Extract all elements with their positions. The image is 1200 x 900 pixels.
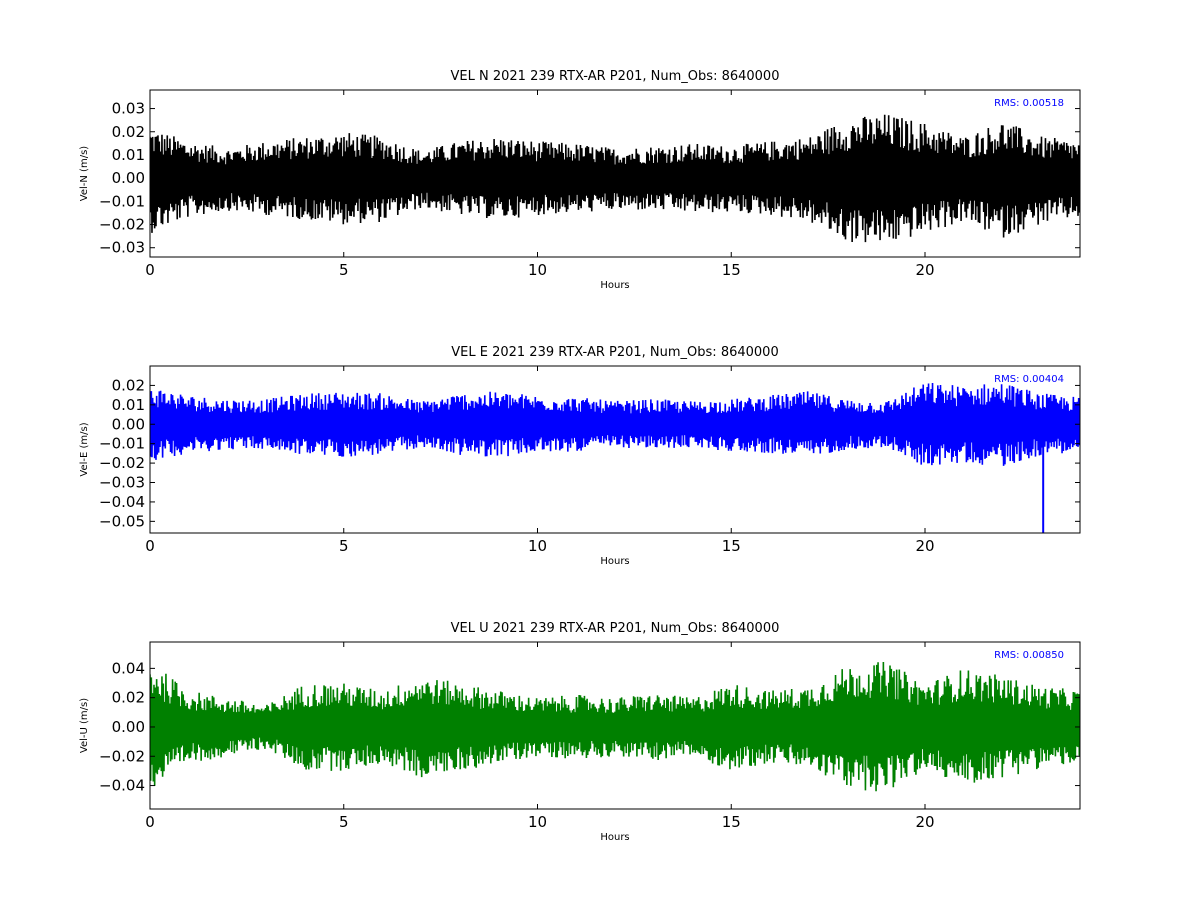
x-tick-label: 20 xyxy=(915,813,934,831)
x-tick-label: 15 xyxy=(722,261,741,279)
y-tick-label: 0.00 xyxy=(112,415,145,433)
x-tick-label: 20 xyxy=(915,261,934,279)
y-tick-label: −0.02 xyxy=(99,454,145,472)
y-tick-label: 0.00 xyxy=(112,718,145,736)
y-axis-label: Vel-N (m/s) xyxy=(79,146,90,201)
y-tick-label: −0.05 xyxy=(99,512,145,530)
x-tick-label: 0 xyxy=(145,261,155,279)
y-tick-label: −0.03 xyxy=(99,474,145,492)
y-tick-label: −0.04 xyxy=(99,777,145,795)
x-tick-label: 10 xyxy=(528,537,547,555)
x-tick-label: 5 xyxy=(339,261,349,279)
y-tick-label: −0.03 xyxy=(99,239,145,257)
rms-annotation: RMS: 0.00404 xyxy=(994,374,1064,385)
y-axis-label: Vel-E (m/s) xyxy=(79,422,90,476)
x-tick-label: 10 xyxy=(528,261,547,279)
series-line-1 xyxy=(150,382,1080,466)
x-tick-label: 5 xyxy=(339,537,349,555)
chart-title: VEL E 2021 239 RTX-AR P201, Num_Obs: 864… xyxy=(451,345,778,360)
y-tick-label: 0.01 xyxy=(112,396,145,414)
x-axis-label: Hours xyxy=(600,280,629,291)
series-line-2 xyxy=(150,661,1080,792)
axes-frame-2 xyxy=(149,641,1081,810)
x-tick-label: 15 xyxy=(722,537,741,555)
x-tick-label: 0 xyxy=(145,813,155,831)
x-tick-label: 15 xyxy=(722,813,741,831)
y-tick-label: −0.01 xyxy=(99,192,145,210)
y-axis-label: Vel-U (m/s) xyxy=(79,698,90,753)
y-tick-label: −0.01 xyxy=(99,435,145,453)
x-axis-label: Hours xyxy=(600,556,629,567)
y-tick-label: 0.03 xyxy=(112,100,145,118)
x-tick-label: 5 xyxy=(339,813,349,831)
x-axis-label: Hours xyxy=(600,832,629,843)
y-tick-label: 0.02 xyxy=(112,689,145,707)
y-tick-label: 0.00 xyxy=(112,169,145,187)
x-tick-label: 20 xyxy=(915,537,934,555)
y-tick-label: −0.02 xyxy=(99,216,145,234)
x-tick-label: 10 xyxy=(528,813,547,831)
rms-annotation: RMS: 0.00850 xyxy=(994,650,1064,661)
axes-frame-0 xyxy=(149,89,1081,258)
series-line-0 xyxy=(150,114,1080,243)
y-tick-label: −0.02 xyxy=(99,747,145,765)
y-tick-label: 0.02 xyxy=(112,123,145,141)
x-tick-label: 0 xyxy=(145,537,155,555)
y-tick-label: 0.01 xyxy=(112,146,145,164)
y-tick-label: 0.04 xyxy=(112,659,145,677)
subplot-2: 0 5 10 15 20 0.04 0.02 0.00 −0.02 −0.04 VEL U 2021… xyxy=(79,621,1081,843)
chart-title: VEL N 2021 239 RTX-AR P201, Num_Obs: 864… xyxy=(451,69,780,84)
subplot-0: 0 5 10 15 20 0.03 0.02 0.01 0.00 −0.01 −0.02 −0.03 V… xyxy=(79,69,1081,291)
axes-frame-1 xyxy=(149,365,1081,534)
y-tick-label: −0.04 xyxy=(99,493,145,511)
subplot-1: 0 5 10 15 20 0.02 0.010.00 −0.01−0.02 −0.03−0.04… xyxy=(79,345,1081,567)
chart-title: VEL U 2021 239 RTX-AR P201, Num_Obs: 864… xyxy=(451,621,780,636)
y-tick-label: 0.02 xyxy=(112,376,145,394)
rms-annotation: RMS: 0.00518 xyxy=(994,98,1064,109)
